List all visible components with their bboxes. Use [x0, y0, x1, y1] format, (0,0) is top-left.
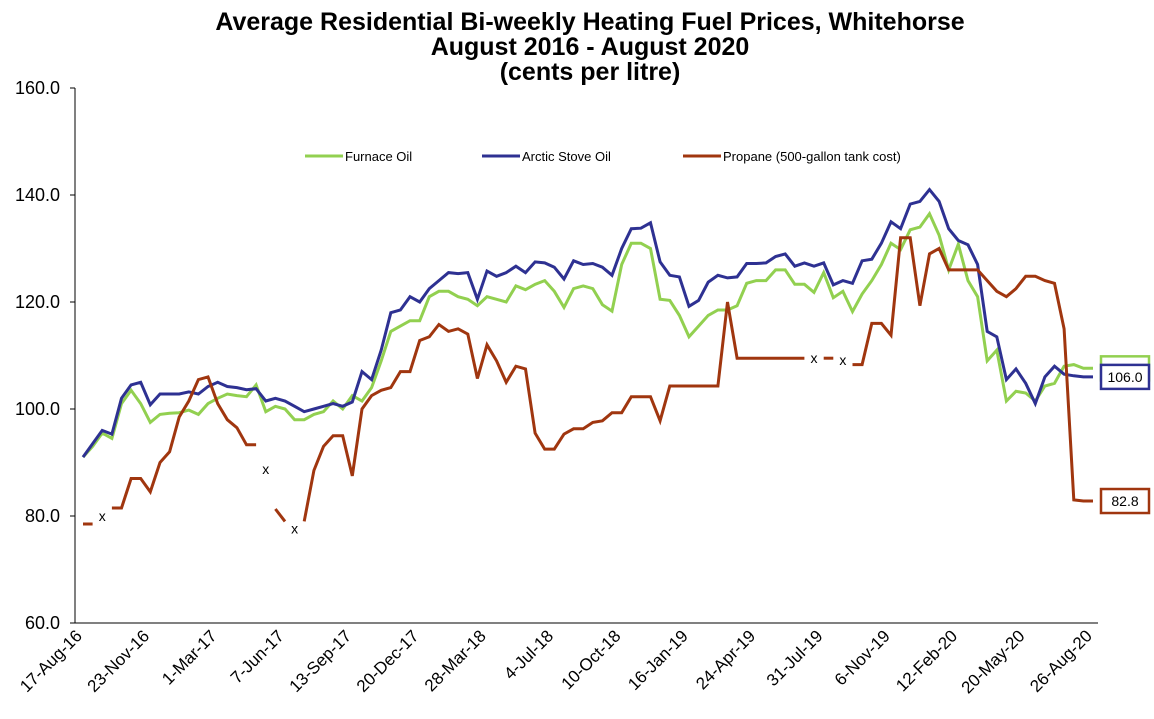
y-tick-label: 160.0	[15, 78, 60, 98]
y-tick-label: 120.0	[15, 292, 60, 312]
chart-subtitle: August 2016 - August 2020	[431, 33, 750, 61]
legend-label: Furnace Oil	[345, 149, 412, 164]
annotation: x	[291, 520, 298, 536]
x-tick-label: 20-May-20	[958, 626, 1029, 697]
end-label-box	[1099, 363, 1151, 391]
x-tick-label: 26-Aug-20	[1026, 626, 1096, 696]
x-tick-label: 4-Jul-18	[500, 626, 557, 683]
x-tick-label: 28-Mar-18	[421, 626, 490, 695]
end-label-box	[1099, 487, 1151, 515]
y-tick-label: 100.0	[15, 399, 60, 419]
annotation: x	[99, 508, 106, 524]
x-tick-label: 31-Jul-19	[763, 626, 827, 690]
series-line	[111, 375, 257, 510]
legend-label: Propane (500-gallon tank cost)	[723, 149, 901, 164]
annotation: x	[839, 352, 846, 368]
series-line	[302, 301, 805, 522]
annotation: x	[811, 350, 818, 366]
annotation: x	[262, 461, 269, 477]
x-tick-label: 20-Dec-17	[353, 626, 423, 696]
series-line	[81, 210, 1093, 459]
y-tick-label: 140.0	[15, 185, 60, 205]
x-tick-label: 24-Apr-19	[692, 626, 759, 693]
end-label: 82.8	[1111, 493, 1138, 509]
series-line	[852, 236, 1093, 503]
y-tick-label: 60.0	[25, 613, 60, 633]
x-tick-label: 16-Jan-19	[624, 626, 692, 694]
x-tick-label: 10-Oct-18	[558, 626, 625, 693]
legend-label: Arctic Stove Oil	[522, 149, 611, 164]
y-tick-label: 80.0	[25, 506, 60, 526]
x-tick-label: 13-Sep-17	[286, 626, 356, 696]
x-tick-label: 23-Nov-16	[84, 626, 154, 696]
series-line	[81, 187, 1093, 458]
unit-label: (cents per litre)	[500, 58, 681, 86]
x-tick-label: 6-Nov-19	[831, 626, 894, 689]
x-tick-label: 1-Mar-17	[158, 626, 220, 688]
end-label: 106.0	[1107, 369, 1142, 385]
x-tick-label: 7-Jun-17	[227, 626, 288, 687]
x-tick-label: 17-Aug-16	[16, 626, 86, 696]
chart-title: Average Residential Bi-weekly Heating Fu…	[215, 8, 964, 36]
series-line	[274, 508, 287, 523]
x-tick-label: 12-Feb-20	[892, 626, 961, 695]
